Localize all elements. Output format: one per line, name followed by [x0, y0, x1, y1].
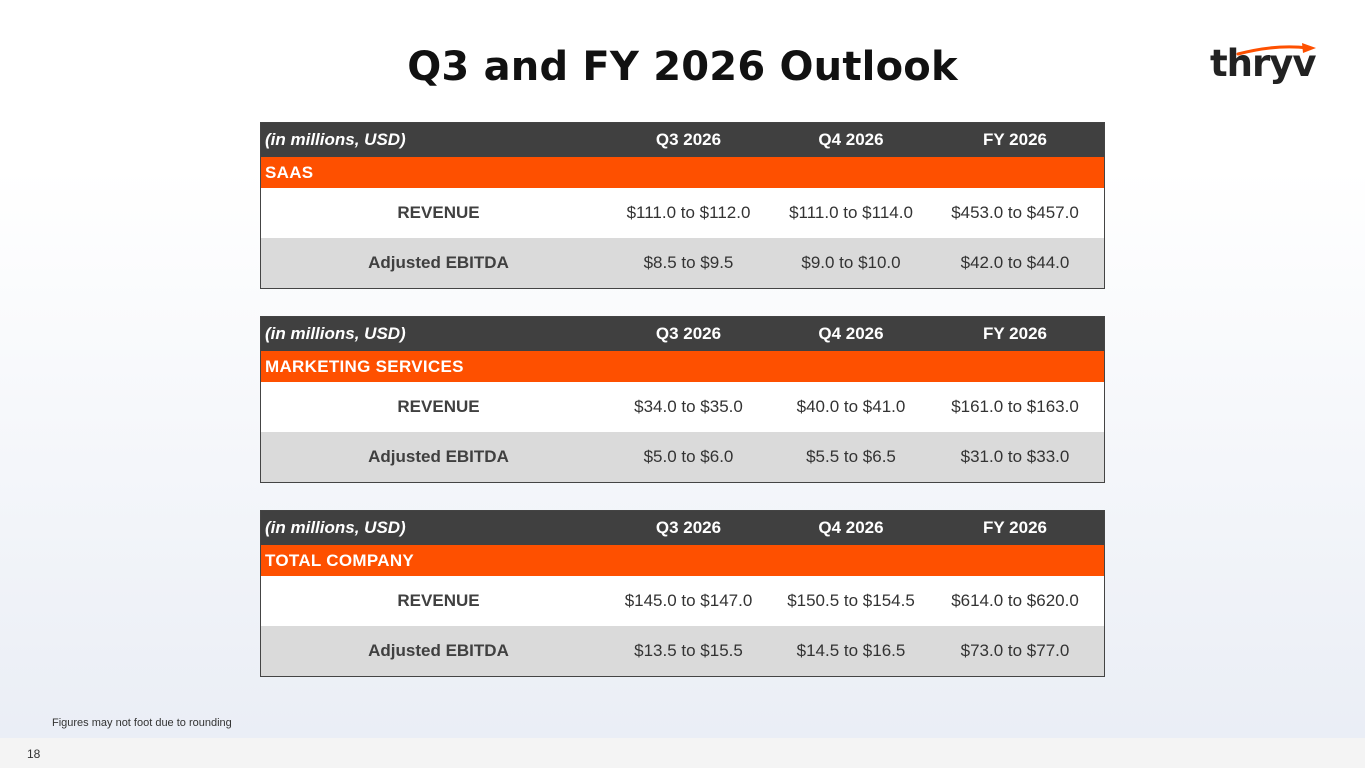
q4-header: Q4 2026 — [818, 324, 884, 343]
q4-header: Q4 2026 — [818, 130, 884, 149]
fy-value: $614.0 to $620.0 — [951, 591, 1079, 610]
q3-value: $8.5 to $9.5 — [643, 253, 734, 272]
fy-header: FY 2026 — [983, 324, 1047, 343]
row-label: REVENUE — [397, 591, 480, 610]
table-row: Adjusted EBITDA $8.5 to $9.5 $9.0 to $10… — [261, 238, 1104, 288]
q3-value: $5.0 to $6.0 — [643, 447, 734, 466]
q3-header: Q3 2026 — [655, 324, 722, 343]
page-title: Q3 and FY 2026 Outlook — [407, 44, 958, 90]
table-row: Adjusted EBITDA $5.0 to $6.0 $5.5 to $6.… — [261, 432, 1104, 482]
footer-bar — [0, 738, 1365, 768]
row-label: Adjusted EBITDA — [368, 447, 509, 466]
q3-header: Q3 2026 — [655, 130, 722, 149]
q4-value: $9.0 to $10.0 — [801, 253, 901, 272]
fy-header: FY 2026 — [983, 518, 1047, 537]
fy-header: FY 2026 — [983, 130, 1047, 149]
units-header: (in millions, USD) — [265, 518, 406, 537]
q4-value: $111.0 to $114.0 — [789, 203, 913, 222]
page-number: 18 — [27, 747, 41, 761]
section-label: MARKETING SERVICES — [261, 351, 1104, 382]
thryv-logo: thryv — [1210, 42, 1317, 88]
total-company-outlook-table: (in millions, USD) Q3 2026 Q4 2026 FY 20… — [260, 510, 1105, 677]
table-row: REVENUE $111.0 to $112.0 $111.0 to $114.… — [261, 188, 1104, 238]
table-row: Adjusted EBITDA $13.5 to $15.5 $14.5 to … — [261, 626, 1104, 676]
table-header-row: (in millions, USD) Q3 2026 Q4 2026 FY 20… — [261, 511, 1104, 545]
fy-value: $161.0 to $163.0 — [951, 397, 1079, 416]
table-header-row: (in millions, USD) Q3 2026 Q4 2026 FY 20… — [261, 123, 1104, 157]
q4-header: Q4 2026 — [818, 518, 884, 537]
marketing-services-outlook-table: (in millions, USD) Q3 2026 Q4 2026 FY 20… — [260, 316, 1105, 483]
units-header: (in millions, USD) — [265, 324, 406, 343]
logo-text: thryv — [1210, 42, 1317, 85]
saas-outlook-table: (in millions, USD) Q3 2026 Q4 2026 FY 20… — [260, 122, 1105, 289]
rounding-footnote: Figures may not foot due to rounding — [52, 717, 232, 729]
table-header-row: (in millions, USD) Q3 2026 Q4 2026 FY 20… — [261, 317, 1104, 351]
fy-value: $31.0 to $33.0 — [960, 447, 1070, 466]
q3-value: $13.5 to $15.5 — [634, 641, 743, 660]
fy-value: $42.0 to $44.0 — [960, 253, 1070, 272]
q3-value: $34.0 to $35.0 — [634, 397, 743, 416]
table-row: REVENUE $34.0 to $35.0 $40.0 to $41.0 $1… — [261, 382, 1104, 432]
q4-value: $5.5 to $6.5 — [806, 447, 896, 466]
q4-value: $150.5 to $154.5 — [787, 591, 915, 610]
q3-value: $111.0 to $112.0 — [626, 203, 751, 222]
q3-header: Q3 2026 — [655, 518, 722, 537]
section-label: SAAS — [261, 157, 1104, 188]
logo-swoosh-icon — [1236, 43, 1316, 56]
q3-value: $145.0 to $147.0 — [624, 591, 753, 610]
units-header: (in millions, USD) — [265, 130, 406, 149]
fy-value: $73.0 to $77.0 — [960, 641, 1070, 660]
fy-value: $453.0 to $457.0 — [951, 203, 1079, 222]
q4-value: $40.0 to $41.0 — [796, 397, 906, 416]
table-row: REVENUE $145.0 to $147.0 $150.5 to $154.… — [261, 576, 1104, 626]
row-label: Adjusted EBITDA — [368, 253, 509, 272]
section-label: TOTAL COMPANY — [261, 545, 1104, 576]
q4-value: $14.5 to $16.5 — [796, 641, 906, 660]
row-label: REVENUE — [397, 397, 480, 416]
row-label: Adjusted EBITDA — [368, 641, 509, 660]
row-label: REVENUE — [397, 203, 480, 222]
